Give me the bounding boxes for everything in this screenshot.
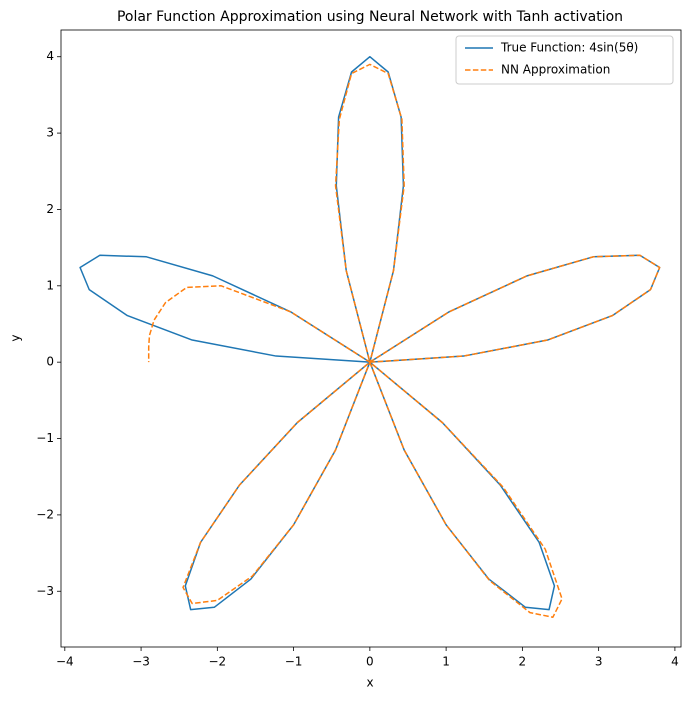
y-tick-label: −3 <box>36 584 54 598</box>
y-axis-label: y <box>9 334 23 341</box>
y-tick-label: −1 <box>36 431 54 445</box>
x-tick-label: 4 <box>671 655 679 669</box>
x-tick-label: −3 <box>132 655 150 669</box>
series-line <box>147 63 661 618</box>
y-tick-label: 4 <box>46 49 54 63</box>
x-tick-label: −1 <box>285 655 303 669</box>
axes-frame <box>60 29 682 648</box>
x-axis-label: x <box>366 676 373 690</box>
y-tick-label: 3 <box>46 126 54 140</box>
x-tick-label: 3 <box>595 655 603 669</box>
legend-label: NN Approximation <box>501 63 610 77</box>
series-line <box>79 55 661 611</box>
legend-label: True Function: 4sin(5θ) <box>500 41 638 55</box>
chart-title: Polar Function Approximation using Neura… <box>117 9 623 25</box>
x-tick-label: −2 <box>208 655 226 669</box>
y-tick-label: 0 <box>46 355 54 369</box>
x-tick-label: 1 <box>442 655 450 669</box>
x-tick-label: 0 <box>366 655 374 669</box>
x-tick-label: 2 <box>519 655 527 669</box>
x-tick-label: −4 <box>56 655 74 669</box>
y-tick-label: −2 <box>36 507 54 521</box>
y-tick-label: 1 <box>46 278 54 292</box>
y-tick-label: 2 <box>46 202 54 216</box>
legend-box <box>455 35 674 85</box>
